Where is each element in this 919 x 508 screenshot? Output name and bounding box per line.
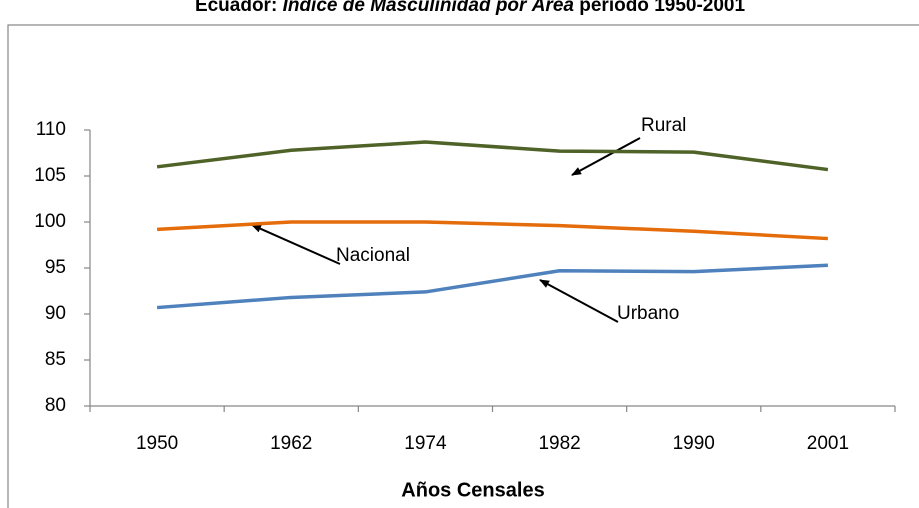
y-tick-label: 95 bbox=[45, 257, 66, 278]
y-tick-label: 85 bbox=[45, 349, 66, 370]
annotation-arrow bbox=[539, 279, 619, 323]
y-tick-label: 105 bbox=[34, 165, 66, 186]
x-tick-label: 1962 bbox=[270, 433, 312, 454]
series-line bbox=[156, 263, 829, 310]
y-tick-label: 80 bbox=[45, 395, 66, 416]
title-part: Índice de Masculinidad por Área bbox=[283, 0, 575, 16]
annotation-arrow bbox=[571, 137, 641, 176]
series-annotation: Urbano bbox=[617, 303, 679, 324]
series-annotation: Rural bbox=[641, 115, 686, 136]
x-tick-label: 2001 bbox=[807, 433, 849, 454]
title-part: periodo 1950-2001 bbox=[574, 0, 746, 16]
series-line bbox=[156, 220, 829, 241]
annotation-arrow bbox=[251, 224, 341, 265]
y-tick-label: 100 bbox=[34, 211, 66, 232]
x-tick-label: 1990 bbox=[673, 433, 715, 454]
x-axis-label: Años Censales bbox=[401, 479, 544, 501]
y-tick-label: 90 bbox=[45, 303, 66, 324]
chart-title: Ecuador: Índice de Masculinidad por Área… bbox=[195, 0, 746, 16]
x-tick-label: 1974 bbox=[404, 433, 447, 454]
title-part: Ecuador: bbox=[195, 0, 283, 16]
chart-frame bbox=[7, 24, 919, 508]
series-annotation: Nacional bbox=[336, 245, 410, 266]
x-tick-label: 1950 bbox=[136, 433, 178, 454]
series-line bbox=[156, 140, 829, 172]
x-tick-label: 1982 bbox=[538, 433, 580, 454]
y-tick-label: 110 bbox=[36, 119, 66, 140]
